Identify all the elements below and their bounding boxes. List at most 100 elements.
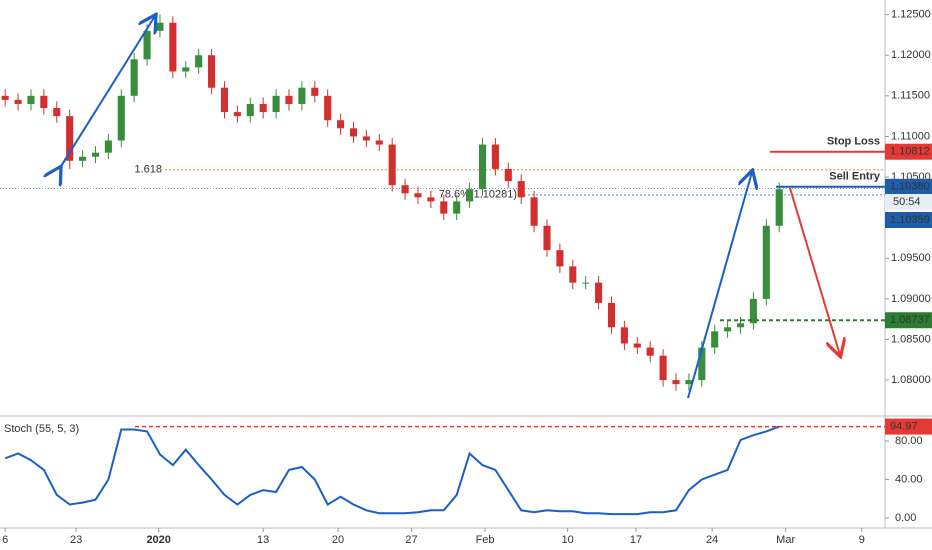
candle-body [259, 103, 267, 113]
candle-body [491, 144, 499, 169]
candle-body [646, 347, 654, 356]
candle-body [569, 266, 577, 283]
candle-body [633, 343, 641, 348]
candle-body [736, 323, 745, 328]
fib-label: 78.6%(1.10281) [439, 189, 517, 201]
y-tick-label: 1.12000 [891, 49, 931, 61]
candle-body [724, 327, 732, 332]
countdown: 50:54 [893, 196, 921, 208]
stoch-level-box [885, 418, 932, 435]
candle-body [79, 156, 87, 161]
candle-body [220, 87, 229, 113]
x-tick-label: 20 [332, 534, 344, 546]
level-label: Stop Loss [827, 136, 880, 148]
y-tick-label: 1.09500 [891, 252, 931, 264]
candle-body [401, 185, 409, 194]
candle-body [130, 59, 138, 96]
candle-body [440, 201, 448, 214]
candle-body [311, 87, 319, 96]
candle-body [607, 302, 616, 328]
trend-arrow-tail [60, 157, 67, 168]
last-price-box [885, 212, 932, 228]
x-tick-label: 17 [630, 534, 642, 546]
candle-body [27, 95, 35, 104]
candle-body [672, 380, 680, 385]
candle-body [272, 95, 280, 113]
x-tick-label: 24 [706, 534, 718, 546]
candle-body [517, 181, 525, 198]
candle-body [117, 95, 125, 141]
stoch-level-label: 94.97 [890, 421, 918, 433]
candle-body [504, 168, 512, 182]
candle-body [53, 108, 61, 117]
level-label: Sell Entry [829, 171, 881, 183]
candle-body [543, 225, 551, 251]
level-value: 1.10812 [890, 146, 930, 158]
level-box [885, 178, 932, 195]
candle-body [143, 30, 151, 60]
y-tick-label: 1.11500 [891, 90, 930, 102]
candle-body [104, 140, 112, 153]
candle-body [582, 282, 590, 284]
x-tick-label: 13 [257, 534, 269, 546]
candle-body [698, 347, 706, 381]
candle-body [298, 87, 306, 104]
level-box [885, 143, 932, 160]
candle-body [324, 95, 332, 121]
level-value: 1.10380 [890, 181, 930, 193]
y-tick-label: 1.11000 [891, 130, 930, 142]
candle-body [466, 189, 474, 202]
candle-body [169, 22, 177, 72]
last-price-label: 1.10359 [890, 214, 930, 226]
candle-body [208, 55, 216, 88]
candle-body [530, 197, 538, 226]
candle-body [233, 112, 241, 117]
x-tick-label: Feb [476, 534, 495, 546]
candle-body [711, 331, 719, 348]
x-tick-label: 2020 [146, 534, 170, 546]
fib-label: 1.618 [134, 164, 162, 176]
y-tick-label: 1.08500 [891, 333, 931, 345]
x-tick-label: 10 [562, 534, 574, 546]
y-tick-label: 80.00 [895, 435, 923, 447]
indicator-name: Stoch (55, 5, 3) [4, 423, 79, 435]
candle-body [453, 201, 461, 214]
y-tick-label: 0.00 [895, 512, 916, 524]
candle-body [427, 197, 435, 202]
y-tick-label: 40.00 [895, 473, 923, 485]
candle-body [14, 99, 22, 104]
candle-body [285, 95, 293, 104]
candle-body [246, 103, 254, 117]
trend-arrow [687, 172, 752, 399]
y-tick-label: 1.09000 [891, 293, 931, 305]
candle-body [375, 140, 383, 145]
candle-body [337, 120, 345, 129]
candle-body [362, 136, 370, 141]
trend-arrow [59, 16, 155, 169]
stoch-line [4, 425, 780, 516]
candle-body [40, 95, 48, 109]
y-tick-label: 1.12500 [891, 9, 931, 21]
level-box [885, 312, 932, 329]
candle-body [762, 225, 770, 299]
candle-body [388, 144, 396, 186]
candle-body [775, 189, 783, 226]
candle-body [414, 193, 422, 198]
candle-body [595, 282, 603, 303]
x-tick-label: 23 [70, 534, 82, 546]
x-tick-label: Mar [776, 534, 795, 546]
candle-body [556, 250, 564, 267]
x-tick-label: 9 [859, 534, 865, 546]
candle-body [478, 144, 487, 190]
candle-body [195, 55, 203, 68]
x-tick-label: 6 [2, 534, 8, 546]
candle-body [349, 128, 358, 137]
candle-body [1, 95, 9, 100]
level-value: 1.08737 [890, 314, 930, 326]
candle-body [685, 380, 693, 385]
candle-body [156, 22, 164, 31]
candle-body [620, 327, 628, 344]
x-tick-label: 27 [405, 534, 417, 546]
